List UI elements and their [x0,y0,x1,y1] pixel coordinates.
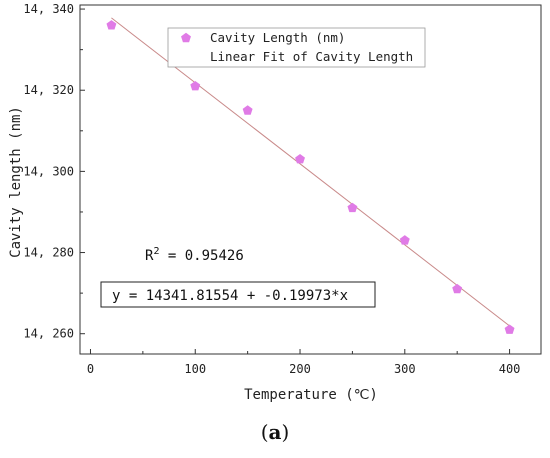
x-axis-title: Temperature (℃) [244,387,378,403]
caption-letter: a [268,420,282,444]
caption-open: ( [260,420,269,444]
y-axis-title: Cavity length (nm) [8,106,24,258]
data-points [106,20,515,334]
data-point [504,324,515,334]
x-tick-label: 400 [499,362,521,376]
data-point [295,154,305,164]
legend: Cavity Length (nm) Linear Fit of Cavity … [167,27,426,68]
data-point [347,202,358,213]
y-tick-label: 14, 280 [23,246,74,260]
x-tick-label: 0 [87,362,94,376]
data-point [399,235,410,245]
r-squared-symbol: R [145,248,154,264]
y-axis: 14, 260 14, 280 14, 300 14, 320 14, 340 [23,2,85,341]
r-squared-superscript: 2 [153,246,159,257]
caption-close: ) [281,420,290,444]
x-tick-label: 200 [289,362,311,376]
r-squared-value: = 0.95426 [159,248,243,264]
data-point [452,283,463,294]
x-tick-label: 100 [184,362,206,376]
scatter-chart: 14, 260 14, 280 14, 300 14, 320 14, 340 0 100… [8,2,542,403]
y-tick-label: 14, 260 [23,327,74,341]
y-tick-label: 14, 320 [23,83,74,97]
r-squared-annotation: R2 = 0.95426 [145,246,244,264]
y-tick-label: 14, 340 [23,2,74,16]
data-point [106,20,117,30]
legend-label-linear-fit: Linear Fit of Cavity Length [210,49,413,64]
equation-annotation: y = 14341.81554 + -0.19973*x [112,288,348,304]
linear-fit-line [111,17,510,327]
figure-caption: (a) [0,420,550,444]
data-point [242,105,253,115]
plot-frame [79,4,542,355]
legend-label-cavity-length: Cavity Length (nm) [210,30,345,45]
x-tick-label: 300 [394,362,416,376]
x-axis: 0 100 200 300 400 [87,349,521,376]
equation-box [100,281,376,308]
data-point [190,80,201,91]
y-tick-label: 14, 300 [23,164,74,178]
legend-marker-cavity-length [181,32,191,43]
legend-box [167,27,426,68]
